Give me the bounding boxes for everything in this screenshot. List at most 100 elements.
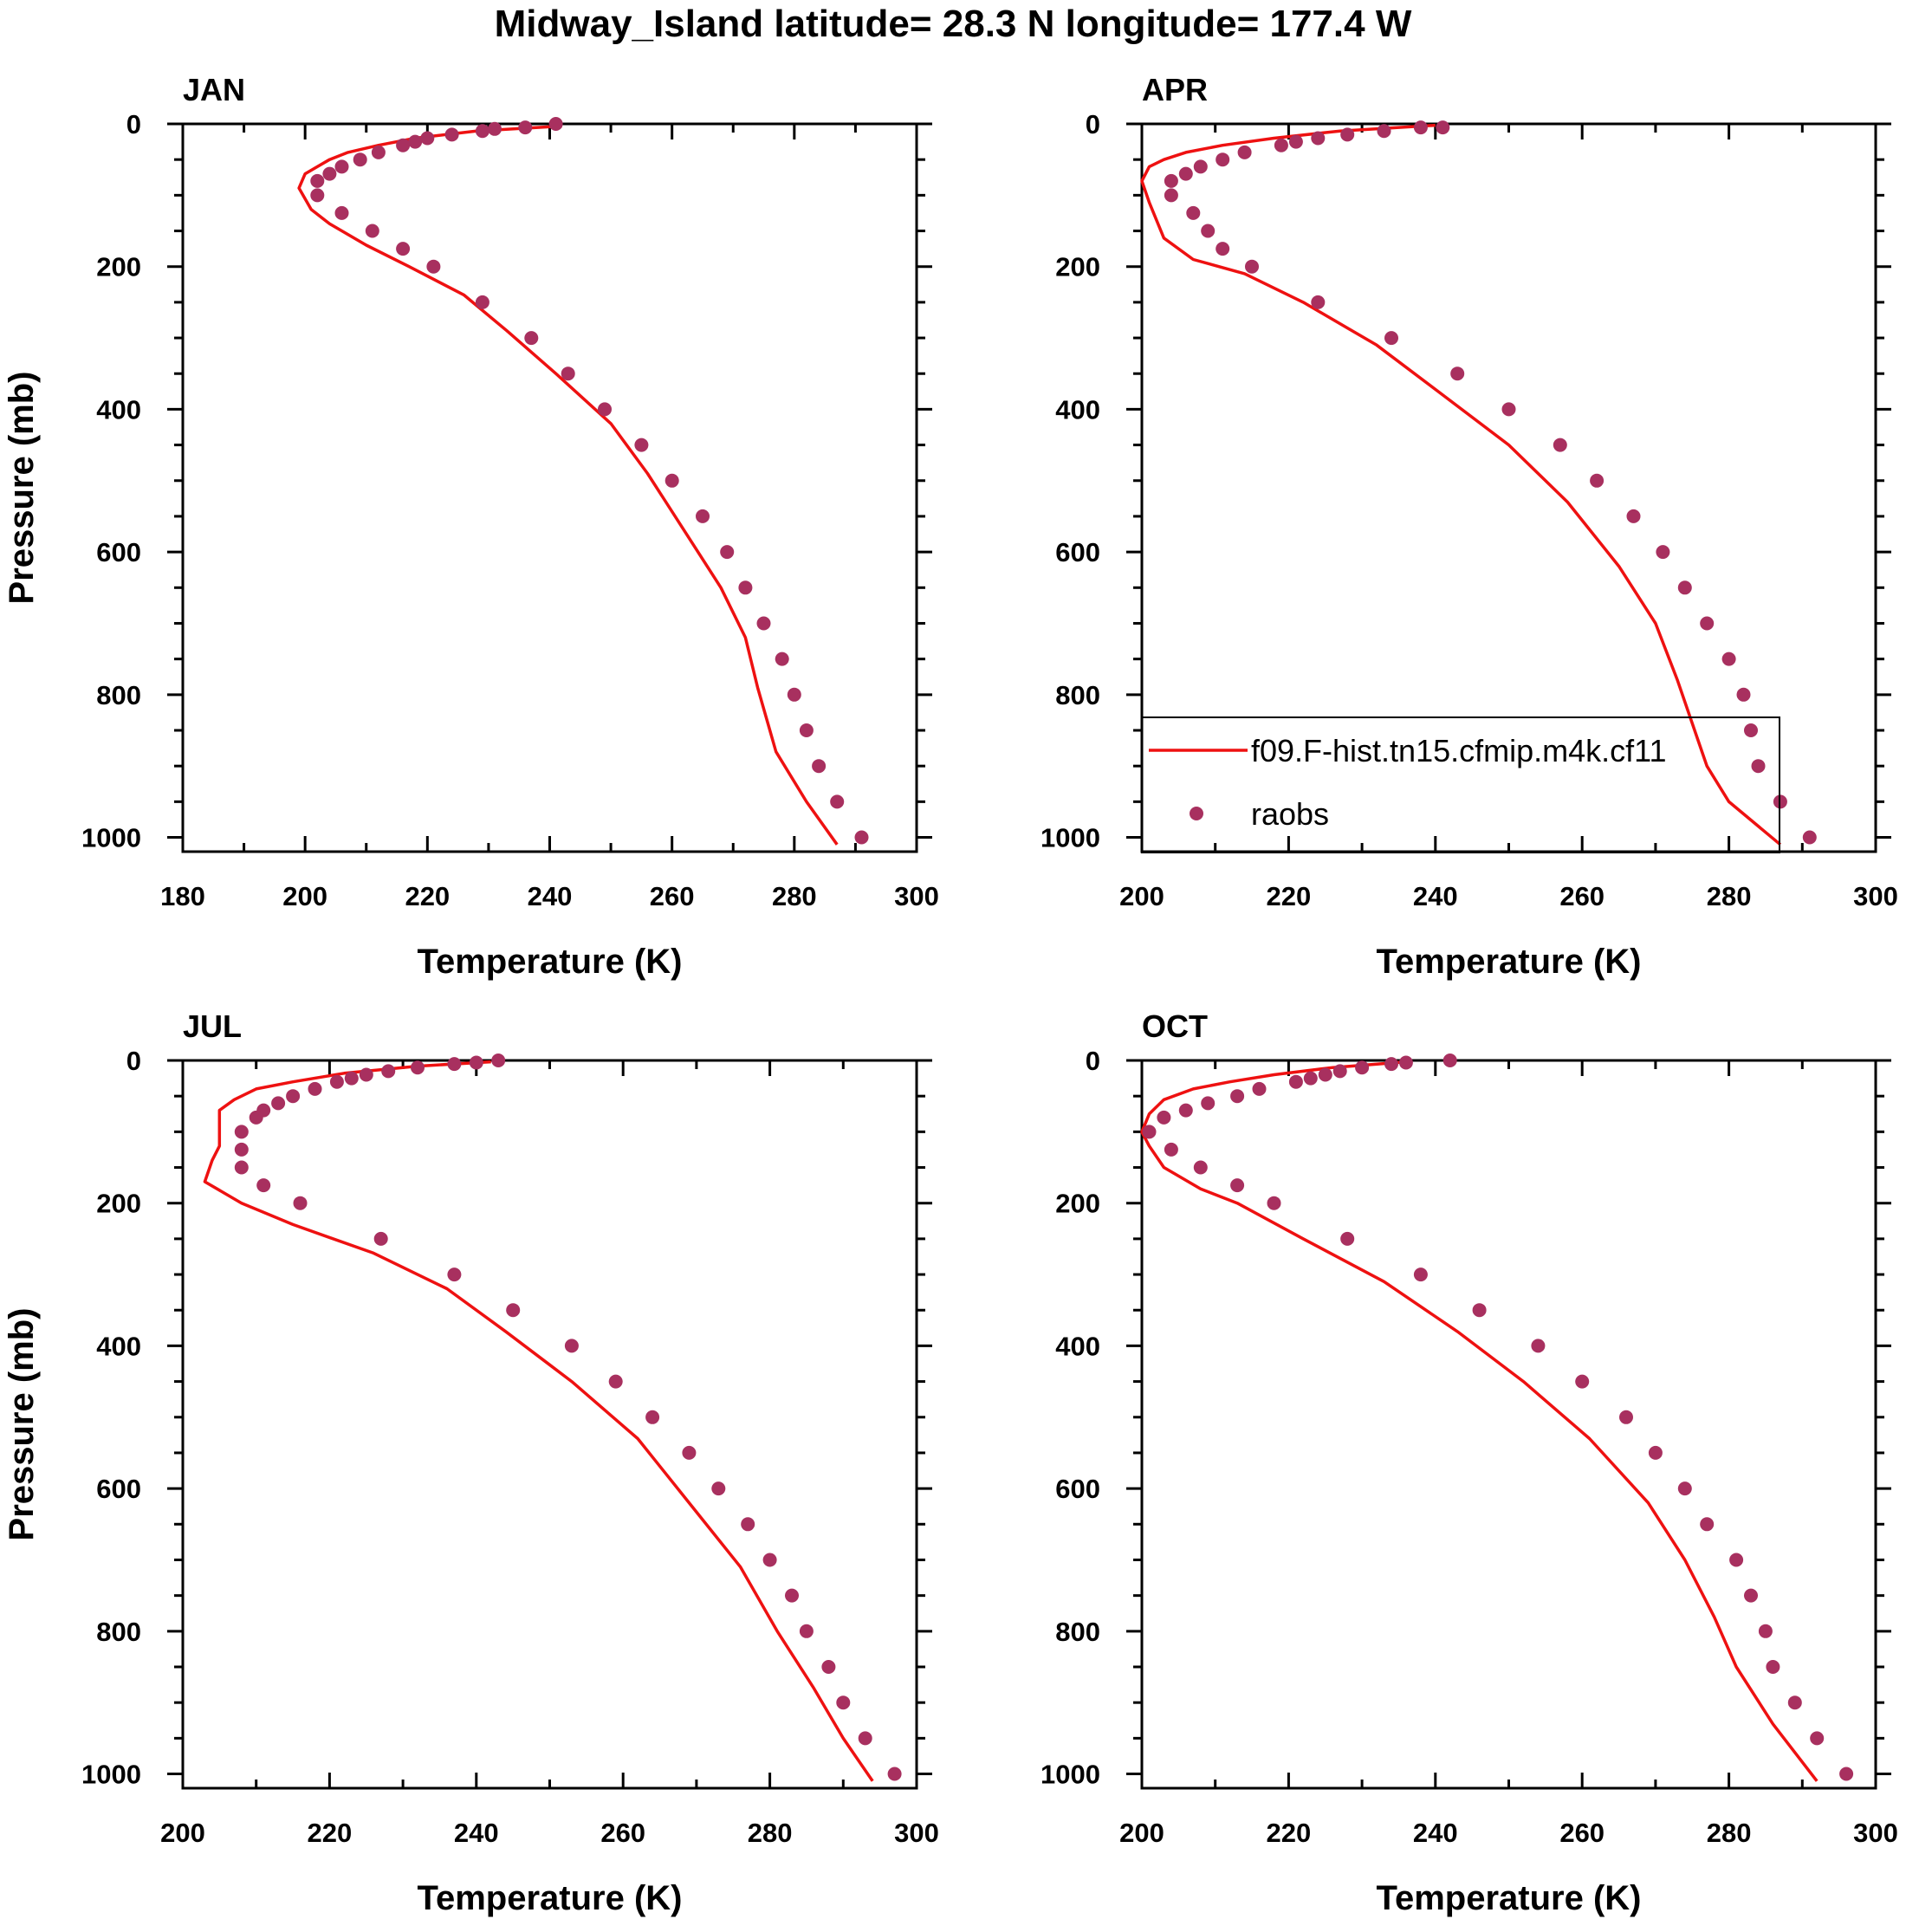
panel-title: JUL <box>183 1008 242 1044</box>
raobs-point <box>322 166 337 181</box>
y-tick-label: 1000 <box>1041 1760 1100 1790</box>
raobs-point <box>608 1374 623 1389</box>
raobs-point <box>293 1196 308 1210</box>
x-tick-label: 240 <box>1413 1818 1458 1848</box>
raobs-point <box>365 224 379 238</box>
x-tick-label: 240 <box>528 881 573 911</box>
y-tick-label: 200 <box>96 252 141 282</box>
y-tick-label: 400 <box>1055 1331 1100 1361</box>
raobs-point <box>762 1553 777 1567</box>
raobs-point <box>1413 120 1428 135</box>
x-tick-label: 240 <box>454 1818 499 1848</box>
raobs-point <box>234 1160 249 1175</box>
raobs-point <box>548 117 563 131</box>
panel-jul: JUL 200 220 240 260 280 300 0 200 400 600 800 1000 Te… <box>3 1008 939 1917</box>
figure-title: Midway_Island latitude= 28.3 N longitude… <box>495 3 1412 45</box>
raobs-point <box>1736 687 1751 702</box>
raobs-point <box>524 331 539 346</box>
raobs-point <box>1318 1067 1332 1082</box>
raobs-point <box>1157 1110 1171 1125</box>
x-tick-label: 180 <box>160 881 205 911</box>
raobs-point <box>420 131 435 146</box>
raobs-point <box>469 1055 483 1070</box>
raobs-point <box>775 652 789 666</box>
x-tick-label: 200 <box>1119 1818 1164 1848</box>
panel-title: APR <box>1142 72 1208 107</box>
raobs-point <box>411 1060 425 1075</box>
raobs-point <box>1201 1096 1216 1111</box>
x-tick-label: 200 <box>282 881 327 911</box>
legend-label-raobs: raobs <box>1251 796 1329 832</box>
raobs-point <box>488 121 502 136</box>
raobs-point <box>334 159 349 174</box>
plot-frame <box>1140 1059 1877 1790</box>
x-tick-label: 280 <box>1707 1818 1752 1848</box>
raobs-point <box>1677 580 1692 595</box>
y-tick-label: 400 <box>1055 394 1100 425</box>
raobs-point <box>359 1067 373 1082</box>
y-tick-label: 800 <box>1055 680 1100 710</box>
raobs-point <box>1178 166 1193 181</box>
raobs-point <box>1810 1731 1825 1746</box>
panel-jan: JAN 180 200 220 240 260 280 300 0 200 400 600 800 100… <box>3 72 939 981</box>
raobs-point <box>1303 1071 1318 1086</box>
raobs-point <box>1164 173 1178 188</box>
raobs-point <box>1744 1588 1758 1603</box>
raobs-point <box>1267 1196 1281 1210</box>
raobs-point <box>645 1410 660 1424</box>
raobs-point <box>373 1231 388 1246</box>
y-tick-label: 0 <box>1086 109 1100 139</box>
raobs-point <box>1729 1553 1744 1567</box>
y-tick-label: 200 <box>1055 252 1100 282</box>
raobs-point <box>1436 120 1450 135</box>
raobs-point <box>1758 1624 1773 1638</box>
y-axis-label: Pressure (mb) <box>3 1308 41 1541</box>
x-tick-label: 220 <box>308 1818 353 1848</box>
raobs-point <box>1442 1054 1457 1067</box>
y-tick-label: 400 <box>96 394 141 425</box>
y-tick-label: 0 <box>126 109 141 139</box>
raobs-point <box>720 545 735 560</box>
raobs-point <box>286 1089 301 1104</box>
legend: f09.F-hist.tn15.cfmip.m4k.cf11 raobs <box>1141 716 1780 853</box>
raobs-point <box>1384 1057 1398 1072</box>
x-tick-label: 260 <box>1559 881 1605 911</box>
raobs-point <box>1626 509 1641 523</box>
panel-oct: OCT 200 220 240 260 280 300 0 200 400 600 800 1000 Te… <box>1041 1008 1898 1917</box>
y-tick-label: 1000 <box>81 823 141 853</box>
raobs-point <box>1787 1695 1802 1710</box>
model-line <box>297 124 839 846</box>
y-tick-label: 600 <box>96 1474 141 1504</box>
raobs-point <box>426 259 441 274</box>
raobs-point <box>858 1731 872 1746</box>
raobs-point <box>1230 1178 1245 1193</box>
raobs-point <box>381 1064 396 1079</box>
raobs-point <box>830 794 845 809</box>
raobs-point <box>854 830 869 845</box>
x-tick-label: 220 <box>1267 1818 1312 1848</box>
raobs-point <box>1700 1517 1715 1532</box>
raobs-point <box>787 687 801 702</box>
x-tick-label: 260 <box>600 1818 645 1848</box>
raobs-point <box>518 120 533 135</box>
raobs-point <box>1164 188 1178 203</box>
raobs-point <box>1531 1339 1546 1353</box>
y-tick-label: 0 <box>126 1046 141 1076</box>
raobs-point <box>256 1178 271 1193</box>
raobs-point <box>353 152 367 167</box>
panel-title: JAN <box>183 72 245 107</box>
model-line <box>203 1060 874 1782</box>
raobs-point <box>1201 224 1216 238</box>
x-tick-label: 260 <box>1559 1818 1605 1848</box>
raobs-point <box>812 759 827 774</box>
raobs-point <box>1311 295 1326 309</box>
raobs-point <box>1288 1074 1303 1089</box>
raobs-point <box>711 1481 726 1496</box>
model-line <box>1140 1060 1818 1782</box>
y-tick-label: 1000 <box>1041 823 1100 853</box>
raobs-point <box>1648 1445 1663 1460</box>
raobs-point <box>1186 205 1201 220</box>
raobs-point <box>271 1096 286 1111</box>
y-tick-label: 800 <box>1055 1617 1100 1647</box>
